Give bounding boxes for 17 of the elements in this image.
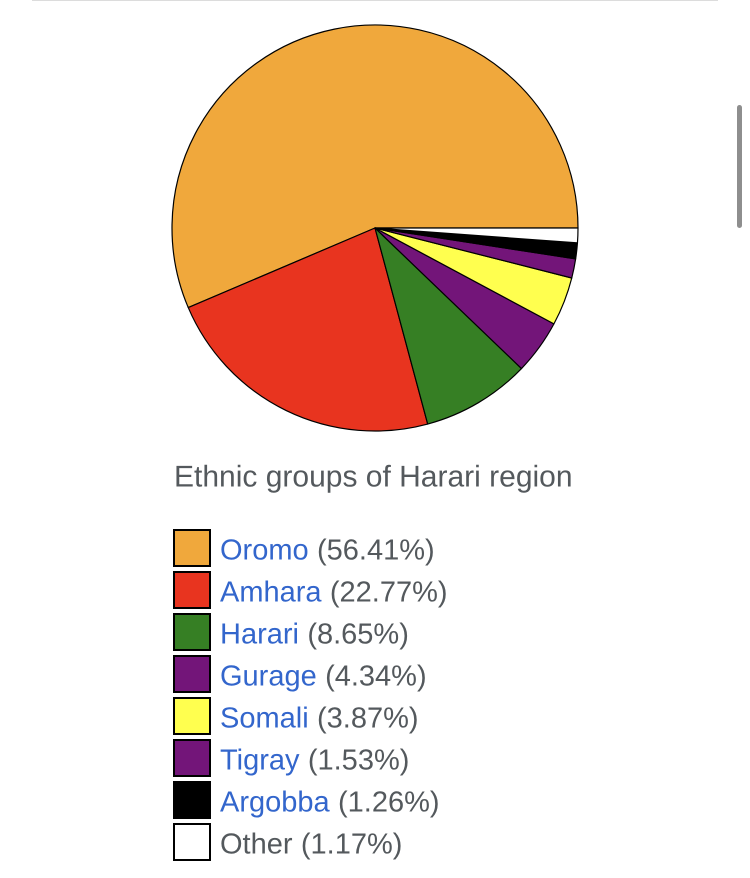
data-label: (22.77%) xyxy=(330,576,448,609)
legend-label: Amhara xyxy=(220,576,322,609)
data-label: (1.17%) xyxy=(300,828,402,861)
legend-label: Tigray xyxy=(220,744,300,777)
data-label: (56.41%) xyxy=(316,534,435,567)
data-label: (3.87%) xyxy=(317,702,419,735)
legend-label: Harari xyxy=(220,618,299,651)
legend-label: Gurage xyxy=(220,660,317,693)
legend-label: Argobba xyxy=(220,786,331,819)
data-label: (4.34%) xyxy=(325,660,427,693)
legend-label: Other xyxy=(220,828,293,861)
data-label: (8.65%) xyxy=(307,618,409,651)
data-label: (1.26%) xyxy=(338,786,440,819)
data-label: (1.53%) xyxy=(308,744,410,777)
legend-label: Oromo xyxy=(220,534,309,567)
legend-label: Somali xyxy=(220,702,309,735)
text: Ethnic groups of Harari region xyxy=(174,460,573,494)
